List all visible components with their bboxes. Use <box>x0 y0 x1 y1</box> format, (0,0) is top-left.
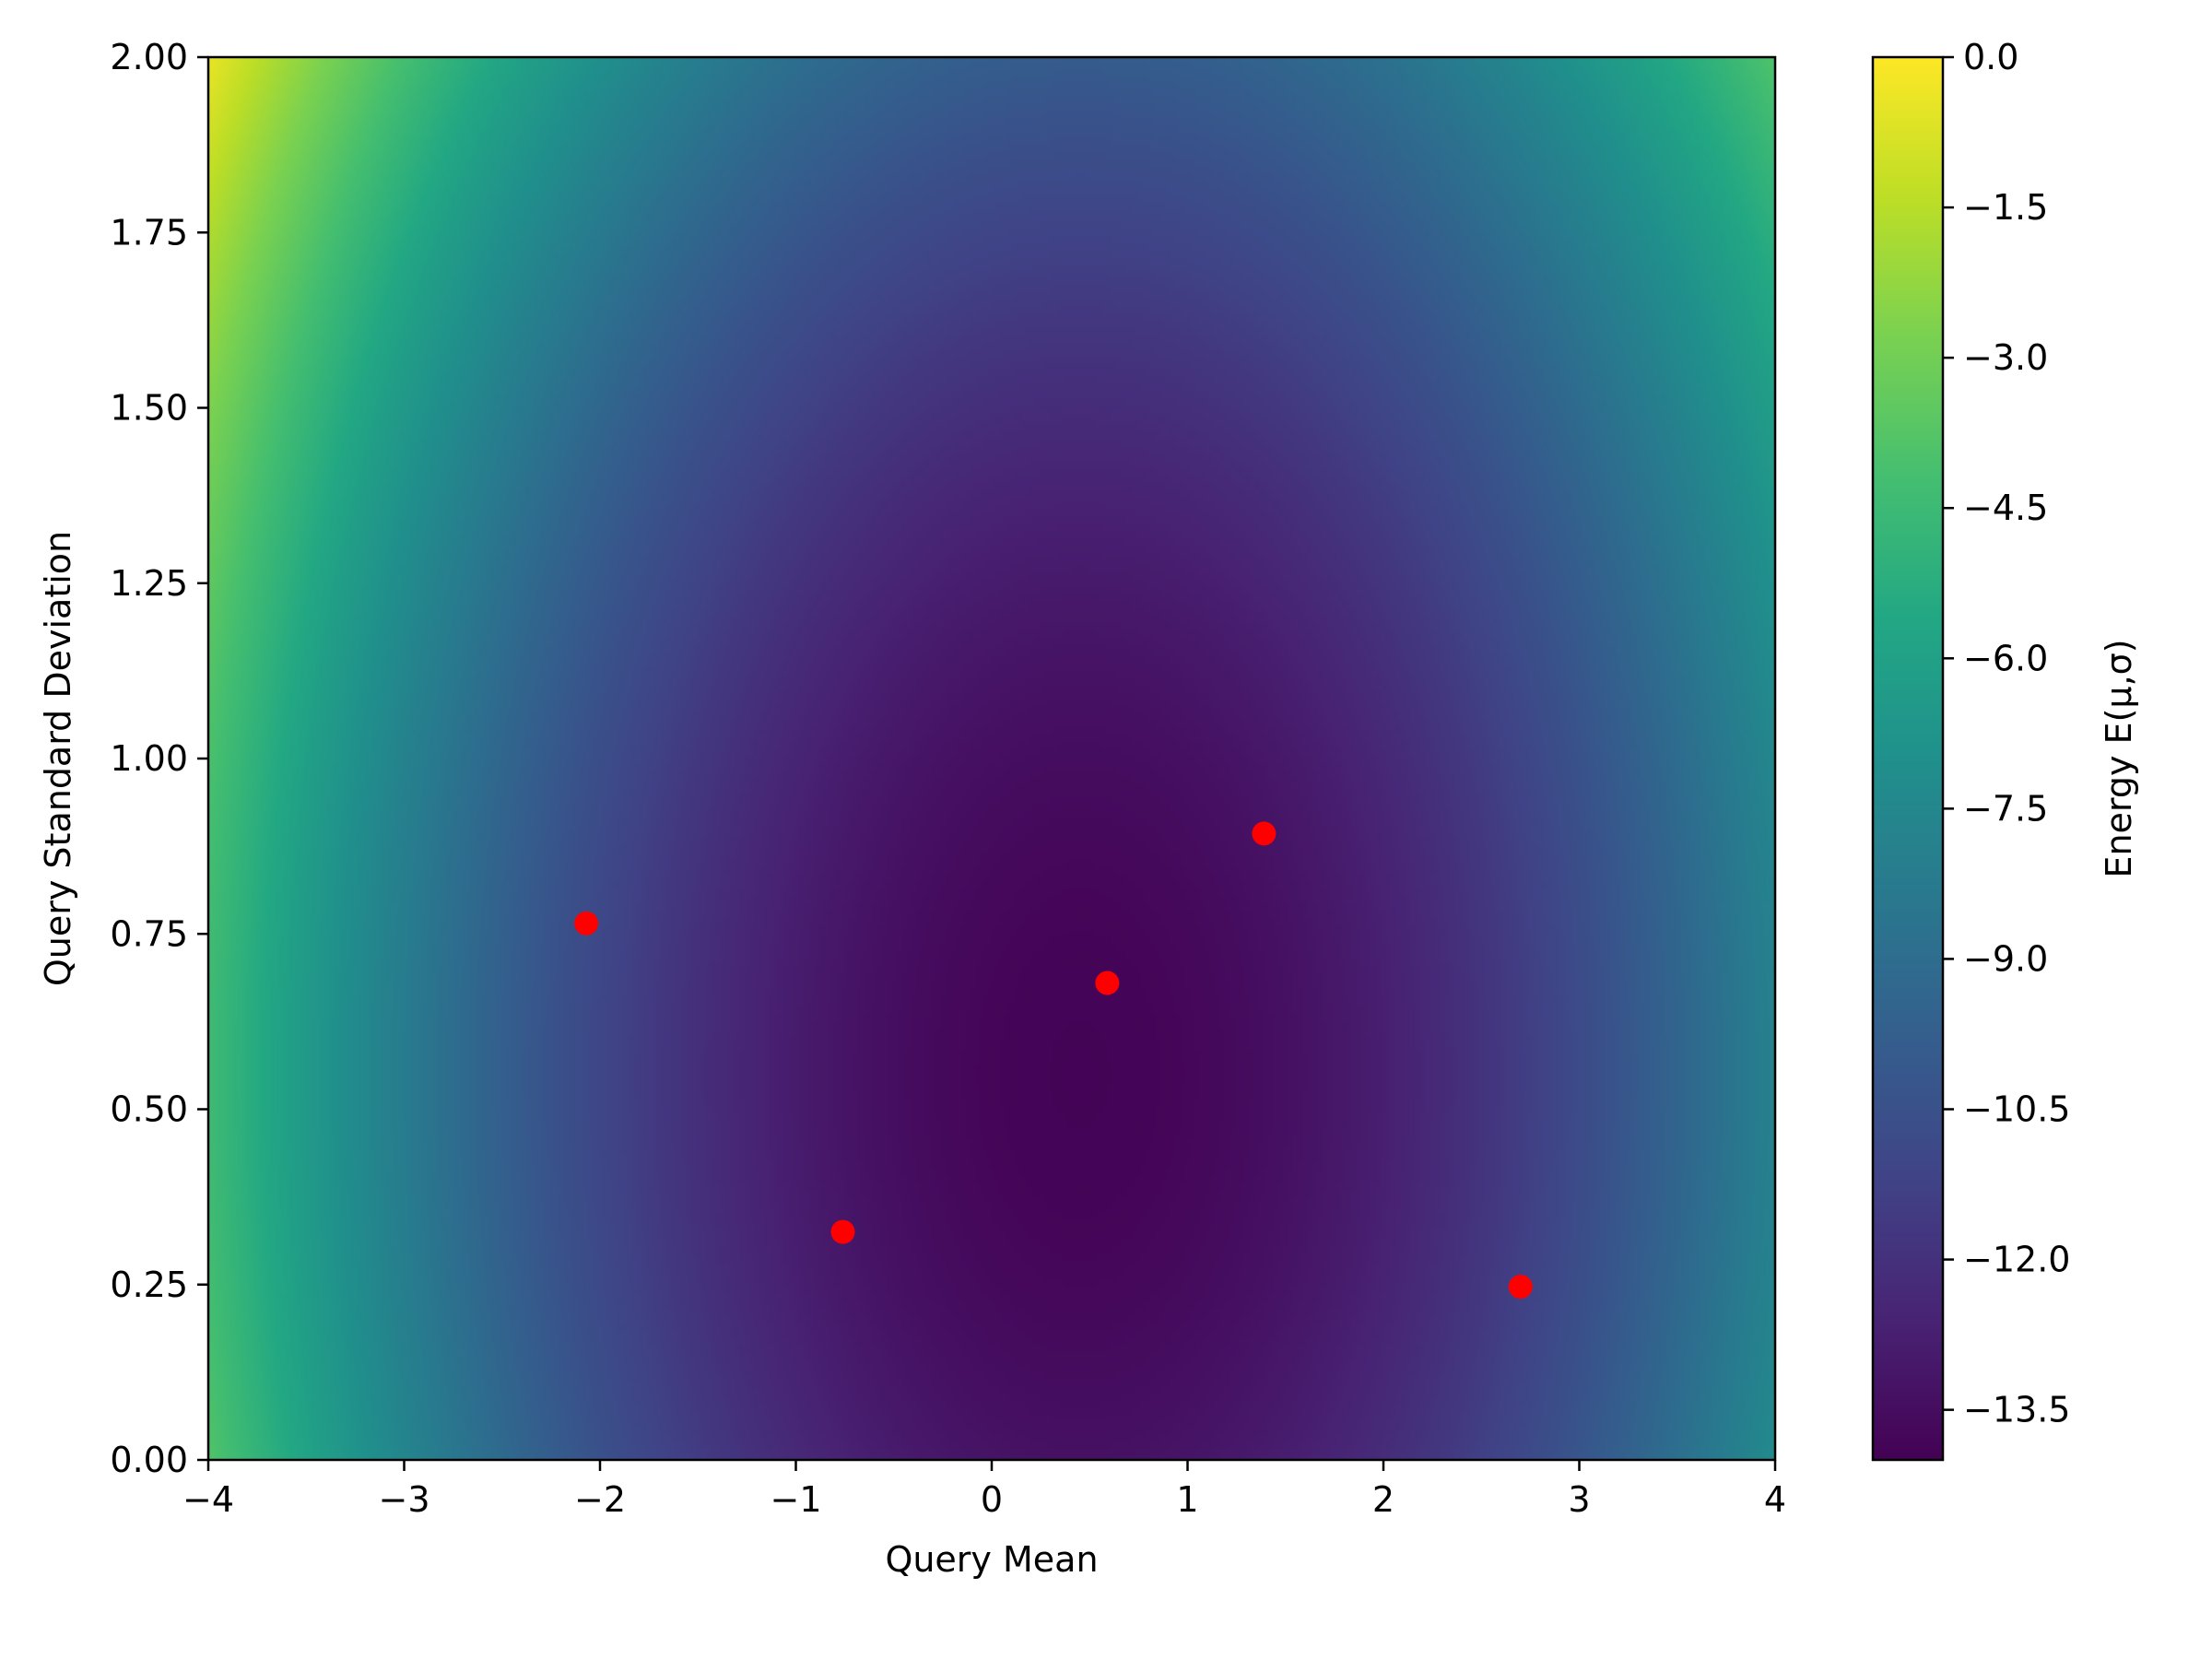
x-tick-label: −1 <box>770 1479 821 1520</box>
x-tick-label: −2 <box>574 1479 626 1520</box>
x-tick-label: 2 <box>1372 1479 1394 1520</box>
colorbar-tick-label: 0.0 <box>1963 37 2018 77</box>
colorbar-label: Energy E(μ,σ) <box>2099 639 2139 877</box>
colorbar-tick-label: −10.5 <box>1963 1089 2070 1130</box>
colorbar-tick-label: −6.0 <box>1963 638 2048 678</box>
sample-point <box>1252 821 1277 846</box>
colorbar-tick-label: −13.5 <box>1963 1390 2070 1430</box>
sample-point <box>1095 971 1120 995</box>
colorbar-gradient <box>1871 55 1945 1462</box>
sample-point <box>1508 1275 1533 1300</box>
sample-point <box>574 911 599 935</box>
heatmap-image <box>208 57 1775 1460</box>
colorbar: 0.0 −1.5 −3.0 −4.5 −6.0 −7.5 −9.0 −10.5 −12.0 −13… <box>1871 37 2139 1462</box>
y-axis-label: Query Standard Deviation <box>38 531 78 986</box>
x-tick-label: 3 <box>1568 1479 1590 1520</box>
colorbar-tick-label: −9.0 <box>1963 938 2048 979</box>
x-tick-label: 0 <box>981 1479 1003 1520</box>
heatmap-area <box>208 57 1775 1460</box>
y-axis: 0.00 0.25 0.50 0.75 1.00 1.25 1.50 1.75 2.00 <box>110 37 208 1480</box>
x-axis: −4 −3 −2 −1 0 1 2 3 4 <box>182 1460 1786 1520</box>
x-tick-label: −3 <box>378 1479 429 1520</box>
y-tick-label: 0.50 <box>110 1089 188 1130</box>
x-tick-label: −4 <box>182 1479 234 1520</box>
y-tick-label: 1.50 <box>110 388 188 429</box>
colorbar-tick-label: −12.0 <box>1963 1240 2070 1280</box>
colorbar-tick-label: −1.5 <box>1963 187 2048 228</box>
y-tick-label: 0.00 <box>110 1440 188 1480</box>
sample-point <box>830 1219 855 1244</box>
colorbar-tick-label: −4.5 <box>1963 488 2048 528</box>
colorbar-tick-label: −7.5 <box>1963 788 2048 829</box>
x-tick-label: 1 <box>1176 1479 1198 1520</box>
sample-points <box>574 821 1533 1300</box>
y-tick-label: 1.75 <box>110 212 188 253</box>
y-tick-label: 2.00 <box>110 37 188 77</box>
y-tick-label: 0.25 <box>110 1265 188 1305</box>
colorbar-tick-label: −3.0 <box>1963 337 2048 378</box>
colorbar-ticks: 0.0 −1.5 −3.0 −4.5 −6.0 −7.5 −9.0 −10.5 −12.0 −13… <box>1943 37 2070 1430</box>
x-axis-label: Query Mean <box>885 1539 1098 1580</box>
x-tick-label: 4 <box>1764 1479 1786 1520</box>
y-tick-label: 1.25 <box>110 563 188 604</box>
y-tick-label: 1.00 <box>110 738 188 779</box>
y-tick-label: 0.75 <box>110 913 188 954</box>
